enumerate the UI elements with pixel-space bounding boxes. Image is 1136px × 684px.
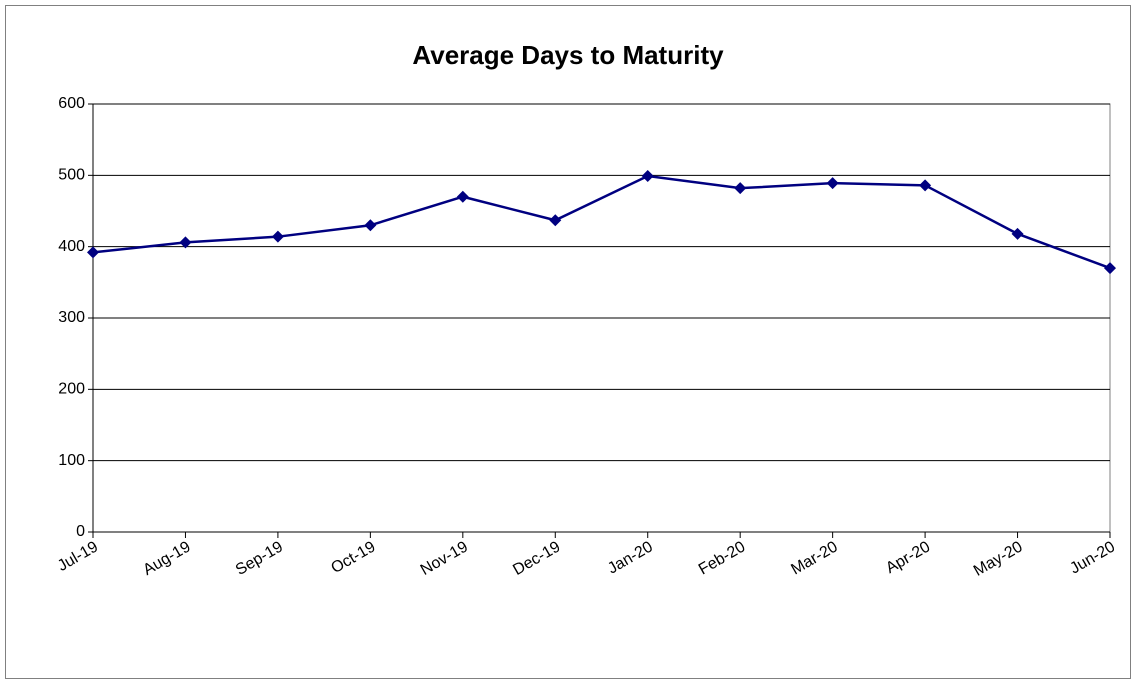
marker [549, 214, 562, 227]
marker [456, 190, 469, 203]
y-tick-label: 600 [58, 95, 85, 112]
marker [826, 177, 839, 190]
marker [179, 236, 192, 249]
marker [364, 219, 377, 232]
marker [734, 182, 747, 195]
marker [1104, 262, 1116, 275]
marker [271, 230, 284, 243]
chart-title: Average Days to Maturity [412, 40, 724, 70]
line [92, 174, 1111, 270]
y-tick-label: 100 [58, 452, 85, 469]
y-tick-label: 300 [58, 309, 85, 326]
marker [919, 179, 932, 192]
marker [641, 170, 654, 183]
y-tick-label: 0 [76, 523, 85, 540]
y-tick-label: 200 [58, 381, 85, 398]
y-tick-label: 400 [58, 238, 85, 255]
marker [1011, 227, 1024, 240]
y-tick-label: 500 [58, 167, 85, 184]
marker [87, 246, 99, 259]
